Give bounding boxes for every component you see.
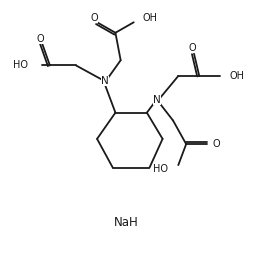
Text: OH: OH: [229, 71, 244, 81]
Text: HO: HO: [13, 61, 28, 70]
Text: HO: HO: [153, 164, 168, 174]
Text: NaH: NaH: [113, 216, 138, 229]
Text: OH: OH: [143, 13, 158, 23]
Text: O: O: [213, 139, 220, 149]
Text: N: N: [101, 76, 109, 86]
Text: N: N: [153, 95, 161, 105]
Text: O: O: [189, 43, 197, 53]
Text: O: O: [36, 34, 44, 43]
Text: O: O: [91, 13, 98, 23]
